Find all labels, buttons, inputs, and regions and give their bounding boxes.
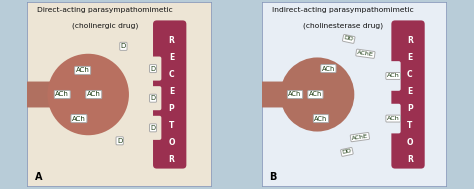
- Text: ACh: ACh: [387, 74, 400, 78]
- Text: P: P: [407, 104, 413, 113]
- FancyBboxPatch shape: [25, 81, 62, 108]
- Circle shape: [280, 57, 354, 132]
- Text: E: E: [407, 53, 412, 62]
- Text: AChE: AChE: [357, 50, 374, 57]
- Text: ACh: ACh: [314, 116, 328, 122]
- Text: R: R: [169, 155, 174, 164]
- Text: E: E: [169, 53, 174, 62]
- Text: ACh: ACh: [387, 116, 400, 121]
- Text: P: P: [169, 104, 174, 113]
- Text: (cholinergic drug): (cholinergic drug): [72, 22, 138, 29]
- Text: ACh: ACh: [76, 67, 90, 73]
- Text: ACh: ACh: [322, 66, 335, 72]
- Text: ACh: ACh: [55, 91, 69, 98]
- FancyBboxPatch shape: [145, 57, 161, 81]
- Text: R: R: [407, 155, 413, 164]
- Text: T: T: [169, 121, 174, 130]
- Text: D: D: [151, 125, 155, 131]
- FancyBboxPatch shape: [145, 116, 161, 140]
- Text: R: R: [407, 36, 413, 45]
- Text: Indirect-acting parasympathomimetic: Indirect-acting parasympathomimetic: [273, 7, 414, 13]
- FancyBboxPatch shape: [262, 2, 447, 187]
- Text: ACh: ACh: [309, 91, 322, 98]
- Text: E: E: [407, 87, 412, 96]
- Text: C: C: [407, 70, 413, 79]
- Text: (cholinesterase drug): (cholinesterase drug): [303, 22, 383, 29]
- Text: R: R: [169, 36, 174, 45]
- Text: D: D: [121, 43, 126, 49]
- FancyBboxPatch shape: [260, 81, 292, 108]
- Text: C: C: [169, 70, 174, 79]
- FancyBboxPatch shape: [27, 2, 212, 187]
- Text: D: D: [151, 95, 155, 101]
- FancyBboxPatch shape: [392, 20, 425, 169]
- FancyBboxPatch shape: [380, 104, 401, 133]
- Text: O: O: [168, 138, 175, 147]
- Text: ACh: ACh: [87, 91, 100, 98]
- Text: AChE: AChE: [351, 133, 368, 141]
- Text: T: T: [407, 121, 412, 130]
- Text: DD: DD: [342, 148, 352, 155]
- Text: E: E: [169, 87, 174, 96]
- Text: D: D: [151, 66, 155, 72]
- Text: ACh: ACh: [288, 91, 301, 98]
- Text: B: B: [269, 172, 276, 182]
- Circle shape: [47, 54, 129, 135]
- Text: Direct-acting parasympathomimetic: Direct-acting parasympathomimetic: [37, 7, 173, 13]
- Text: D: D: [117, 138, 122, 144]
- Text: ACh: ACh: [72, 116, 86, 122]
- Text: A: A: [35, 172, 42, 182]
- Text: O: O: [407, 138, 413, 147]
- Text: DD: DD: [344, 36, 354, 42]
- FancyBboxPatch shape: [380, 61, 401, 91]
- FancyBboxPatch shape: [153, 20, 186, 169]
- FancyBboxPatch shape: [145, 86, 161, 110]
